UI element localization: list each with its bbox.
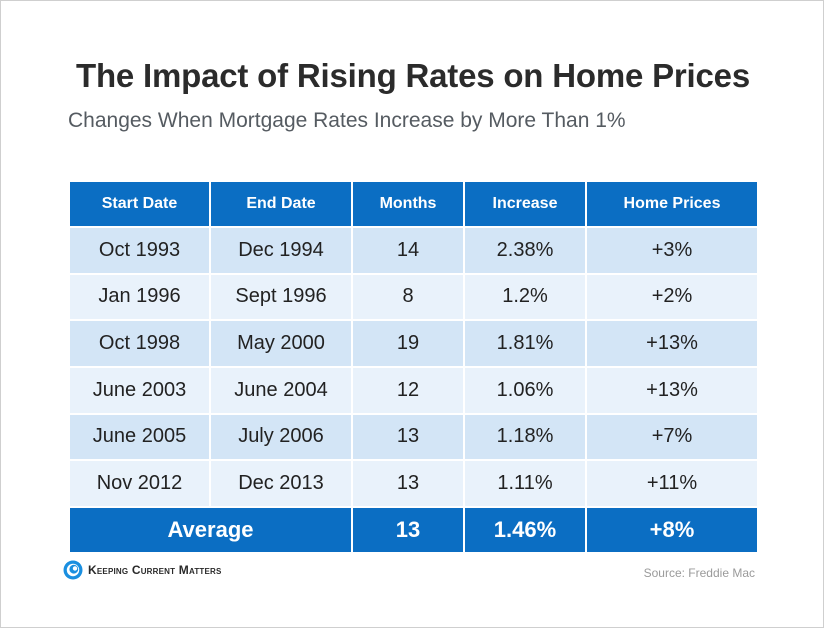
cell-home-prices: +3% [585, 226, 759, 275]
cell-start-date: Oct 1998 [68, 319, 211, 368]
cell-months: 8 [351, 272, 465, 322]
cell-months: 13 [351, 412, 465, 462]
cell-start-date: Nov 2012 [68, 459, 211, 508]
table-row: June 2003 June 2004 12 1.06% +13% [68, 365, 759, 415]
cell-increase: 1.2% [463, 272, 587, 322]
cell-months: 12 [351, 365, 465, 415]
table-header-row: Start Date End Date Months Increase Home… [68, 180, 759, 228]
table-body: Oct 1993 Dec 1994 14 2.38% +3% Jan 1996 Sept 1… [68, 226, 759, 508]
column-header-start-date: Start Date [68, 180, 211, 228]
column-header-increase: Increase [463, 180, 587, 228]
cell-start-date: June 2005 [68, 412, 211, 462]
cell-start-date: Oct 1993 [68, 226, 211, 275]
cell-start-date: June 2003 [68, 365, 211, 415]
cell-end-date: July 2006 [209, 412, 353, 462]
source-note: Source: Freddie Mac [643, 566, 755, 580]
cell-home-prices: +13% [585, 319, 759, 368]
cell-end-date: Sept 1996 [209, 272, 353, 322]
cell-home-prices: +13% [585, 365, 759, 415]
logo-text: Keeping Current Matters [88, 563, 222, 577]
cell-months: 13 [351, 459, 465, 508]
cell-end-date: Dec 2013 [209, 459, 353, 508]
average-label: Average [68, 506, 353, 554]
cell-home-prices: +2% [585, 272, 759, 322]
cell-home-prices: +7% [585, 412, 759, 462]
table-row: June 2005 July 2006 13 1.18% +7% [68, 412, 759, 462]
table-row: Oct 1993 Dec 1994 14 2.38% +3% [68, 226, 759, 275]
cell-months: 14 [351, 226, 465, 275]
cell-increase: 1.11% [463, 459, 587, 508]
table-row: Oct 1998 May 2000 19 1.81% +13% [68, 319, 759, 368]
average-home-prices: +8% [585, 506, 759, 554]
table-row: Nov 2012 Dec 2013 13 1.11% +11% [68, 459, 759, 508]
cell-increase: 1.81% [463, 319, 587, 368]
swirl-logo-icon [63, 560, 83, 580]
cell-end-date: Dec 1994 [209, 226, 353, 275]
column-header-home-prices: Home Prices [585, 180, 759, 228]
average-months: 13 [351, 506, 465, 554]
cell-increase: 1.06% [463, 365, 587, 415]
average-row: Average 13 1.46% +8% [68, 506, 759, 554]
rates-table: Start Date End Date Months Increase Home… [68, 180, 759, 554]
table-row: Jan 1996 Sept 1996 8 1.2% +2% [68, 272, 759, 322]
cell-increase: 1.18% [463, 412, 587, 462]
cell-home-prices: +11% [585, 459, 759, 508]
cell-start-date: Jan 1996 [68, 272, 211, 322]
average-increase: 1.46% [463, 506, 587, 554]
cell-months: 19 [351, 319, 465, 368]
cell-end-date: June 2004 [209, 365, 353, 415]
chart-subtitle: Changes When Mortgage Rates Increase by … [68, 109, 626, 132]
kcm-logo: Keeping Current Matters [63, 560, 222, 580]
cell-increase: 2.38% [463, 226, 587, 275]
cell-end-date: May 2000 [209, 319, 353, 368]
column-header-months: Months [351, 180, 465, 228]
column-header-end-date: End Date [209, 180, 353, 228]
chart-title: The Impact of Rising Rates on Home Price… [76, 57, 750, 94]
